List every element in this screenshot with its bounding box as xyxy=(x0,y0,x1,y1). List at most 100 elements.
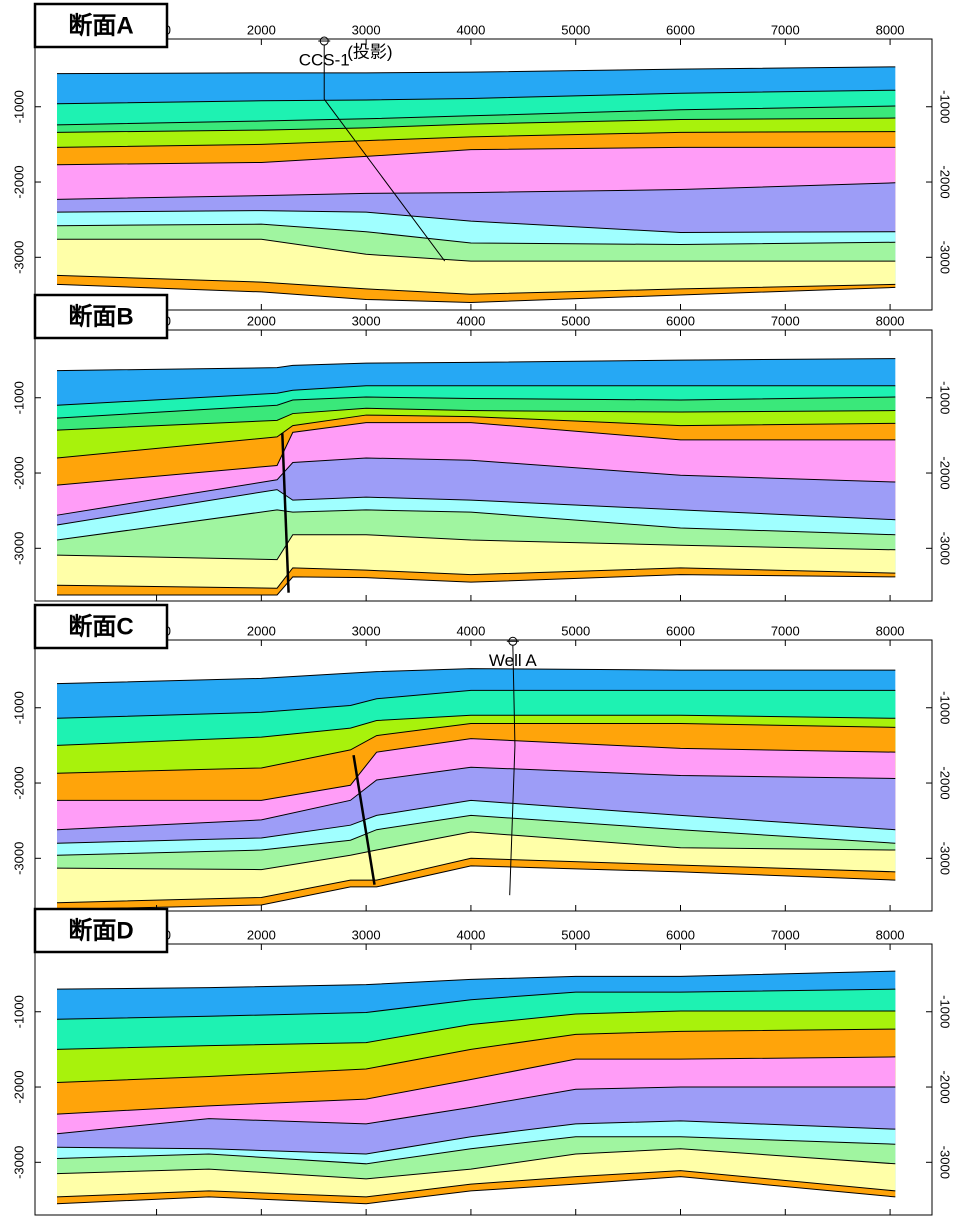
y-tick-label: -1000 xyxy=(11,381,26,414)
horizon-line xyxy=(56,131,896,148)
horizon-line xyxy=(57,738,896,801)
well-label: CCS-1 xyxy=(299,51,350,70)
y-tick-label: -2000 xyxy=(11,456,26,489)
y2-tick-label: -1000 xyxy=(938,691,953,724)
horizon-line xyxy=(56,766,896,831)
x-tick-label: 2000 xyxy=(247,623,276,638)
y-tick-label: -1000 xyxy=(11,691,26,724)
horizon-line xyxy=(56,1136,896,1165)
base-line xyxy=(57,574,896,596)
y2-tick-label: -2000 xyxy=(938,456,953,489)
horizon-line xyxy=(56,358,896,372)
x-tick-label: 8000 xyxy=(876,22,905,37)
horizon-line xyxy=(56,1148,896,1180)
y-tick-label: -3000 xyxy=(11,241,26,274)
base-line xyxy=(56,1176,896,1205)
x-tick-label: 5000 xyxy=(561,623,590,638)
horizon-line xyxy=(56,422,896,486)
well-path xyxy=(509,645,516,896)
horizon-line xyxy=(57,66,896,75)
x-tick-label: 8000 xyxy=(876,313,905,328)
x-tick-label: 2000 xyxy=(247,313,276,328)
x-tick-label: 3000 xyxy=(352,22,381,37)
horizon-line xyxy=(57,223,896,246)
horizon-line xyxy=(57,146,896,166)
x-tick-label: 4000 xyxy=(456,313,485,328)
horizon-line xyxy=(56,567,896,589)
base-line xyxy=(56,865,896,910)
horizon-line xyxy=(56,1010,896,1050)
horizon-line xyxy=(56,414,896,459)
y2-tick-label: -3000 xyxy=(938,241,953,274)
x-tick-label: 5000 xyxy=(561,313,590,328)
x-tick-label: 8000 xyxy=(876,623,905,638)
x-tick-label: 3000 xyxy=(352,927,381,942)
horizon-line xyxy=(56,988,896,1020)
base-line xyxy=(56,283,896,303)
horizon-line xyxy=(56,89,896,105)
horizon-line xyxy=(56,714,896,746)
horizon-line xyxy=(56,457,896,516)
y2-tick-label: -3000 xyxy=(938,1146,953,1179)
horizon-line xyxy=(56,814,896,856)
x-tick-label: 6000 xyxy=(666,927,695,942)
horizon-line xyxy=(56,534,896,561)
y2-tick-label: -1000 xyxy=(938,995,953,1028)
layer xyxy=(57,275,896,303)
y-tick-label: -2000 xyxy=(11,1070,26,1103)
y2-tick-label: -2000 xyxy=(938,165,953,198)
layer xyxy=(57,534,896,595)
panel-title: 断面A xyxy=(68,11,133,39)
x-tick-label: 7000 xyxy=(771,927,800,942)
x-tick-label: 2000 xyxy=(247,927,276,942)
y-tick-label: -2000 xyxy=(11,165,26,198)
panel-title: 断面C xyxy=(68,612,133,640)
horizon-line xyxy=(56,396,896,419)
x-tick-label: 4000 xyxy=(456,623,485,638)
y-tick-label: -3000 xyxy=(11,1146,26,1179)
horizon-line xyxy=(57,970,896,990)
title-box xyxy=(33,2,169,49)
y-tick-label: -1000 xyxy=(11,90,26,123)
well-note: (投影) xyxy=(347,43,392,62)
x-tick-label: 3000 xyxy=(352,313,381,328)
title-box xyxy=(33,603,169,650)
x-tick-label: 6000 xyxy=(666,313,695,328)
x-tick-label: 3000 xyxy=(352,623,381,638)
horizon-line xyxy=(56,105,896,126)
y2-tick-label: -2000 xyxy=(938,766,953,799)
layer xyxy=(57,831,896,910)
y-tick-label: -3000 xyxy=(11,842,26,875)
y2-tick-label: -2000 xyxy=(938,1070,953,1103)
x-tick-label: 2000 xyxy=(247,22,276,37)
x-tick-label: 8000 xyxy=(876,927,905,942)
title-box xyxy=(33,293,169,340)
horizon-line xyxy=(56,1056,896,1115)
horizon-line xyxy=(57,1120,896,1155)
horizon-line xyxy=(57,117,896,133)
x-tick-label: 5000 xyxy=(561,927,590,942)
horizon-line xyxy=(57,210,896,233)
y2-tick-label: -3000 xyxy=(938,532,953,565)
horizon-line xyxy=(56,1086,896,1135)
well-path xyxy=(323,45,446,262)
horizon-line xyxy=(56,668,896,685)
horizon-line xyxy=(57,238,896,262)
horizon-line xyxy=(56,1028,896,1084)
horizon-line xyxy=(56,1170,896,1198)
layer xyxy=(57,1148,896,1204)
x-tick-label: 5000 xyxy=(561,22,590,37)
horizon-line xyxy=(56,407,896,431)
y-tick-label: -3000 xyxy=(11,532,26,565)
well-label: Well A xyxy=(489,651,538,670)
horizon-line xyxy=(56,182,896,200)
x-tick-label: 7000 xyxy=(771,623,800,638)
y-tick-label: -2000 xyxy=(11,766,26,799)
y-tick-label: -1000 xyxy=(11,995,26,1028)
horizon-line xyxy=(56,274,896,295)
title-box xyxy=(33,907,169,954)
horizon-line xyxy=(57,831,896,871)
x-tick-label: 4000 xyxy=(456,927,485,942)
y2-tick-label: -1000 xyxy=(938,381,953,414)
